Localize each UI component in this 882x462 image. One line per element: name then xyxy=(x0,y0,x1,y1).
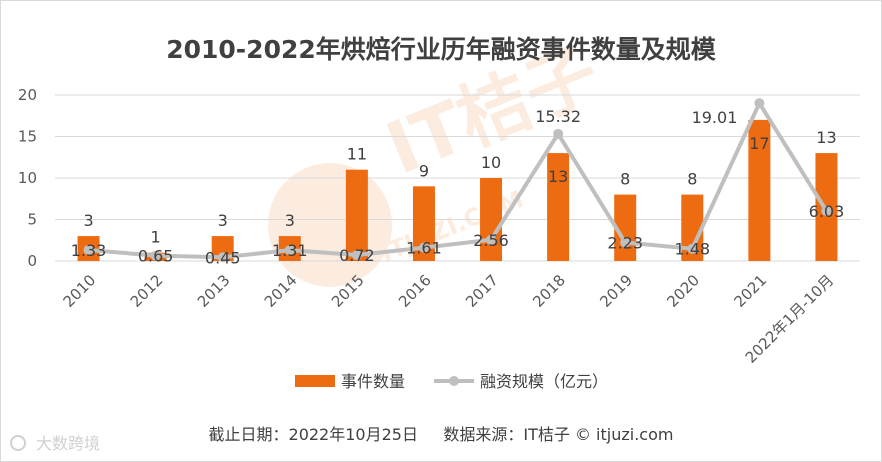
line-point xyxy=(821,205,832,216)
x-tick-label: 2016 xyxy=(395,271,435,311)
line-series xyxy=(83,98,832,263)
footer-source: 截止日期：2022年10月25日 数据来源：IT桔子 © itjuzi.com xyxy=(209,425,674,444)
bar-data-label: 11 xyxy=(347,145,367,164)
corner-watermark: 大数跨境 xyxy=(10,434,100,453)
line-data-label: 0.72 xyxy=(339,246,375,265)
legend: 事件数量 融资规模（亿元） xyxy=(295,372,608,391)
bar xyxy=(412,186,435,261)
bar-data-label: 1 xyxy=(151,228,161,247)
line-data-label: 1.61 xyxy=(406,239,442,258)
line-point xyxy=(620,237,631,248)
legend-label-amount: 融资规模（亿元） xyxy=(480,372,608,391)
line-data-label: 2.56 xyxy=(473,231,509,250)
line-point xyxy=(754,98,765,109)
watermark-url-text: ITJUZI.COM xyxy=(377,185,528,268)
chart-title: 2010-2022年烘焙行业历年融资事件数量及规模 xyxy=(166,35,717,64)
y-tick-label: 5 xyxy=(27,211,37,229)
x-tick-label: 2013 xyxy=(194,271,234,311)
line-point xyxy=(83,244,94,255)
bar-data-label: 8 xyxy=(687,170,697,189)
legend-line-marker xyxy=(449,376,459,386)
bar-data-label: 17 xyxy=(749,134,769,153)
y-tick-label: 0 xyxy=(27,252,37,270)
y-axis: 0 5 10 15 20 xyxy=(18,86,37,270)
y-tick-label: 20 xyxy=(18,86,37,104)
legend-label-count: 事件数量 xyxy=(341,372,405,391)
legend-bar-swatch xyxy=(295,375,335,387)
line-data-label: 1.33 xyxy=(71,241,107,260)
y-tick-label: 15 xyxy=(18,128,37,146)
series-line xyxy=(88,101,829,260)
line-data-label: 1.48 xyxy=(674,240,710,259)
bar-data-label: 3 xyxy=(83,211,93,230)
bar-data-label: 8 xyxy=(620,170,630,189)
line-data-label: 19.01 xyxy=(692,108,738,127)
line-point xyxy=(418,242,429,253)
x-tick-label: 2018 xyxy=(529,271,569,311)
bar-data-label: 13 xyxy=(548,167,568,186)
bar-data-label: 9 xyxy=(419,161,429,180)
line-point xyxy=(150,250,161,261)
x-tick-label: 2019 xyxy=(596,271,636,311)
line-point xyxy=(486,234,497,245)
line-data-label: 2.23 xyxy=(607,233,643,252)
bar-data-label: 3 xyxy=(285,211,295,230)
line-data-label: 0.65 xyxy=(138,247,174,266)
bar xyxy=(547,153,570,261)
x-tick-label: 2014 xyxy=(261,271,301,311)
corner-watermark-text: 大数跨境 xyxy=(36,434,100,453)
x-axis: 2010 2012 2013 2014 2015 2016 2017 2018 2019 2020… xyxy=(60,271,838,367)
x-tick-label: 2012 xyxy=(127,271,167,311)
bar-data-label: 3 xyxy=(218,211,228,230)
y-tick-label: 10 xyxy=(18,169,37,187)
line-point xyxy=(553,128,564,139)
line-data-label: 0.45 xyxy=(205,248,241,267)
line-point xyxy=(217,252,228,263)
corner-watermark-icon xyxy=(10,435,26,451)
line-data-labels: 1.33 0.65 0.45 1.31 0.72 1.61 2.56 15.32 2.23 1.4… xyxy=(71,107,845,267)
line-data-label: 15.32 xyxy=(535,107,581,126)
x-tick-label: 2010 xyxy=(60,271,100,311)
bar-data-label: 10 xyxy=(481,153,501,172)
x-tick-label: 2021 xyxy=(730,271,770,311)
line-point xyxy=(687,243,698,254)
line-data-label: 1.31 xyxy=(272,241,308,260)
bar xyxy=(681,194,704,261)
line-point xyxy=(284,245,295,256)
x-tick-label: 2017 xyxy=(462,271,502,311)
x-tick-label: 2020 xyxy=(663,271,703,311)
bar xyxy=(748,119,771,262)
line-point xyxy=(351,250,362,261)
bar-data-label: 13 xyxy=(816,128,836,147)
line-data-label: 6.03 xyxy=(809,202,845,221)
bar xyxy=(345,169,368,261)
